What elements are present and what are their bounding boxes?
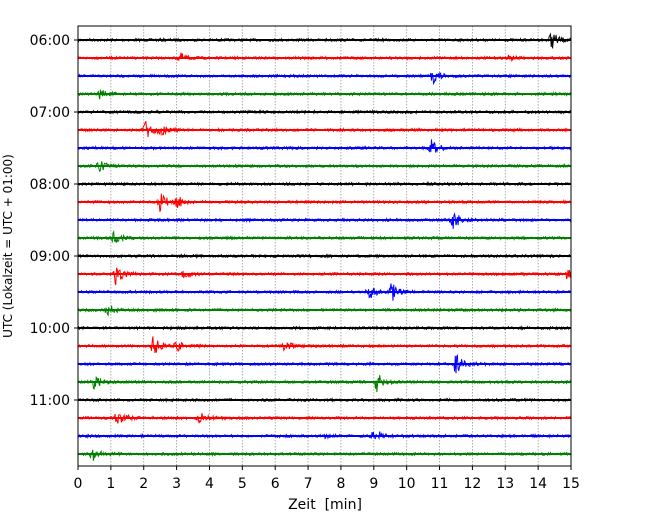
trace-0830: [77, 212, 572, 229]
x-tick-label: 0: [74, 476, 83, 492]
x-tick-label: 3: [172, 476, 181, 492]
x-tick-label: 14: [529, 476, 547, 492]
trace-1145: [77, 449, 572, 461]
y-tick-label: 10:00: [30, 321, 70, 337]
x-tick-label: 5: [238, 476, 247, 492]
trace-line: [77, 212, 572, 229]
trace-0600: [77, 32, 572, 49]
x-tick-label: 12: [463, 476, 481, 492]
y-tick-label: 06:00: [30, 33, 70, 49]
trace-1030: [77, 354, 572, 374]
x-axis: 0 1 2 3 4 5 6 7 8 9 10 11 12 13 14 15: [74, 466, 580, 492]
trace-line: [77, 32, 572, 49]
y-tick-label: 11:00: [30, 393, 70, 409]
trace-0645: [77, 89, 572, 100]
traces: [77, 32, 572, 461]
trace-0915: [77, 267, 572, 286]
y-axis-label: UTC (Lokalzeit = UTC + 01:00): [1, 154, 15, 338]
x-tick-label: 2: [139, 476, 148, 492]
x-tick-label: 10: [398, 476, 416, 492]
x-tick-label: 6: [271, 476, 280, 492]
trace-0715: [77, 120, 572, 137]
trace-0930: [77, 283, 572, 301]
trace-line: [77, 375, 572, 393]
plot-frame: [77, 25, 572, 467]
y-tick-label: 08:00: [30, 177, 70, 193]
grid-lines: [110, 26, 539, 466]
trace-0815: [77, 193, 572, 212]
y-tick-label: 09:00: [30, 249, 70, 265]
trace-0745: [77, 161, 571, 173]
x-tick-label: 7: [304, 476, 313, 492]
x-tick-label: 11: [431, 476, 449, 492]
trace-0730: [77, 139, 572, 153]
x-tick-label: 15: [562, 476, 580, 492]
trace-0700: [77, 109, 572, 116]
trace-line: [77, 449, 572, 461]
trace-0900: [77, 253, 572, 259]
x-tick-label: 9: [369, 476, 378, 492]
trace-line: [77, 139, 572, 153]
trace-0800: [77, 181, 571, 187]
x-axis-label: Zeit [min]: [288, 497, 362, 513]
x-tick-label: 4: [205, 476, 214, 492]
trace-0845: [77, 229, 572, 244]
trace-1130: [77, 431, 572, 441]
trace-1115: [77, 413, 571, 424]
trace-0615: [78, 52, 572, 62]
y-tick-label: 07:00: [30, 105, 70, 121]
trace-line: [77, 193, 572, 212]
trace-1000: [77, 325, 572, 331]
trace-line: [77, 267, 572, 286]
trace-line: [77, 336, 572, 353]
trace-0945: [77, 305, 572, 317]
x-tick-label: 13: [496, 476, 514, 492]
trace-1045: [77, 375, 572, 393]
trace-line: [78, 52, 572, 62]
trace-line: [78, 71, 572, 86]
trace-1100: [77, 397, 571, 403]
x-tick-label: 8: [336, 476, 345, 492]
x-tick-label: 1: [106, 476, 115, 492]
trace-0630: [78, 71, 572, 86]
trace-1015: [77, 336, 572, 353]
y-axis: 06:00 07:00 08:00 09:00 10:00 11:00: [30, 33, 78, 409]
